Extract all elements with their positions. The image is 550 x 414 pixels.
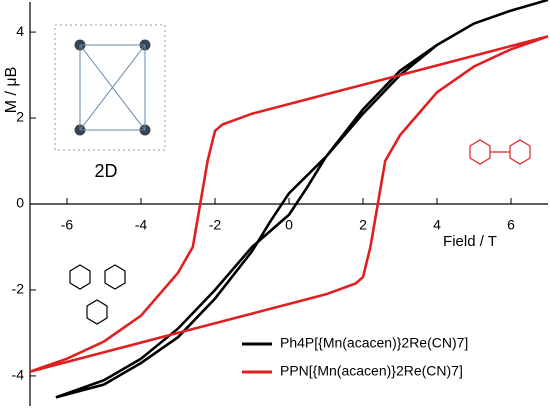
legend-label: PPN[{Mn(acacen)}2Re(CN)7] [280, 363, 463, 379]
x-tick-label: 6 [507, 217, 515, 233]
series-line [55, 0, 549, 399]
x-tick-label: 0 [285, 217, 293, 233]
x-tick-label: -6 [61, 217, 74, 233]
legend-label: Ph4P[{Mn(acacen)}2Re(CN)7] [280, 335, 468, 351]
inset-structure [54, 24, 166, 151]
ppn-icon [469, 139, 531, 165]
y-tick-label: -2 [12, 281, 25, 297]
series-line [29, 35, 549, 373]
y-tick-label: 2 [16, 109, 24, 125]
x-tick-label: 2 [359, 217, 367, 233]
x-tick-label: 4 [433, 217, 441, 233]
ph4p-icon [69, 264, 126, 325]
x-tick-label: -4 [135, 217, 148, 233]
x-axis-title: Field / T [443, 233, 497, 250]
y-tick-label: 0 [16, 195, 24, 211]
y-axis-title: M / μB [3, 67, 20, 114]
y-tick-label: 4 [16, 23, 24, 39]
y-tick-label: -4 [12, 367, 25, 383]
x-tick-label: -2 [209, 217, 222, 233]
inset-label: 2D [94, 161, 117, 181]
